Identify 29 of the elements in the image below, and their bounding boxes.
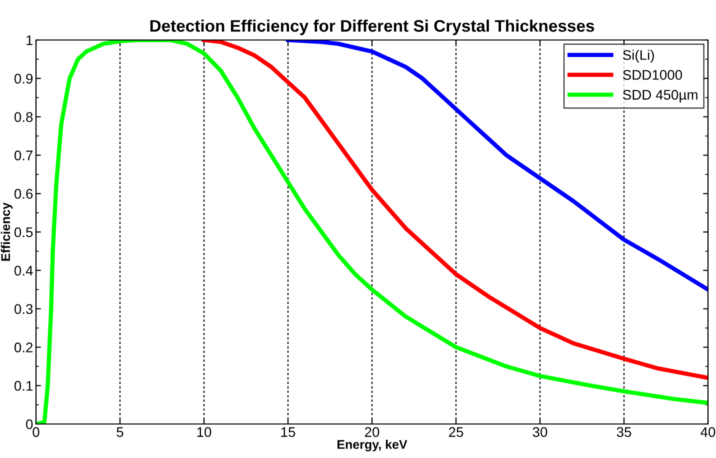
line-series xyxy=(286,40,708,292)
y-axis-title: Efficiency xyxy=(0,202,13,261)
legend-label: SDD1000 xyxy=(622,70,682,80)
y-tick-label: 0 xyxy=(26,419,33,430)
x-tick-label: 20 xyxy=(364,427,380,437)
line-series xyxy=(36,40,708,424)
legend-label: Si(Li) xyxy=(622,50,654,63)
y-tick-label: 0.7 xyxy=(14,150,33,160)
y-tick-label: 0.3 xyxy=(14,304,33,314)
x-tick-label: 10 xyxy=(197,427,212,437)
x-tick-label: 5 xyxy=(116,427,124,437)
y-tick-label: 0.8 xyxy=(14,112,33,122)
x-tick-label: 40 xyxy=(700,427,716,437)
y-tick-label: 0.6 xyxy=(14,188,33,199)
y-tick-label: 0.2 xyxy=(14,342,33,352)
chart-title: Detection Efficiency for Different Si Crystal Thicknesses xyxy=(150,20,594,36)
x-tick-label: 30 xyxy=(532,427,548,437)
x-tick-label: 0 xyxy=(32,427,40,437)
y-tick-label: 0.1 xyxy=(14,380,33,391)
line-series xyxy=(202,40,708,380)
y-tick-label: 0.5 xyxy=(14,227,33,238)
x-tick-label: 35 xyxy=(616,427,632,437)
y-tick-label: 0.9 xyxy=(14,74,33,84)
y-tick-label: 0.4 xyxy=(14,266,33,276)
y-tick-label: 1 xyxy=(26,35,33,46)
x-axis-title: Energy, keV xyxy=(338,440,408,452)
x-tick-label: 25 xyxy=(448,427,464,437)
legend-label: SDD 450µm xyxy=(622,90,698,102)
x-tick-label: 15 xyxy=(281,427,296,437)
